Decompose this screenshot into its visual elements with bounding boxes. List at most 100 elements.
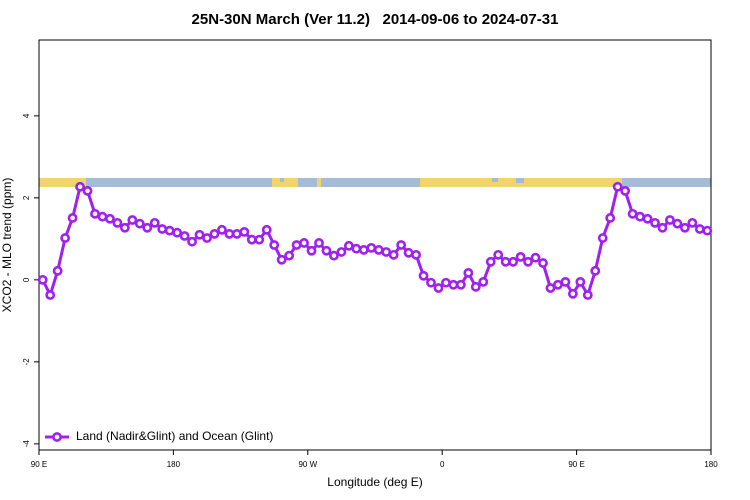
data-point <box>485 256 496 267</box>
ocean-strip <box>39 178 711 187</box>
data-point <box>635 211 645 222</box>
data-point <box>112 217 123 228</box>
data-point <box>97 211 108 222</box>
data-point <box>396 240 407 250</box>
data-point <box>142 222 153 233</box>
data-point <box>172 227 183 238</box>
x-tick-label: 90 E <box>568 460 584 469</box>
data-point <box>373 245 384 255</box>
data-point <box>418 270 429 281</box>
data-point <box>336 247 347 257</box>
legend-label: Land (Nadir&Glint) and Ocean (Glint) <box>76 429 273 443</box>
data-point <box>702 225 713 236</box>
data-point <box>82 185 93 196</box>
data-point <box>381 247 392 257</box>
ocean-strip <box>492 178 498 182</box>
data-point <box>127 215 138 225</box>
data-point <box>179 231 190 241</box>
data-point <box>545 283 556 293</box>
land-strip <box>272 178 298 187</box>
data-point <box>403 247 414 258</box>
data-point <box>269 240 280 250</box>
legend-marker <box>52 432 62 442</box>
data-point <box>470 281 481 292</box>
data-point <box>672 218 683 229</box>
data-point <box>500 256 511 267</box>
data-point <box>515 251 526 262</box>
data-point <box>694 224 705 234</box>
data-point <box>284 250 295 261</box>
data-point <box>612 181 623 192</box>
data-point <box>411 249 421 260</box>
data-point <box>433 283 444 293</box>
x-tick-label: 180 <box>704 460 718 469</box>
data-point <box>217 224 227 235</box>
data-point <box>67 213 78 223</box>
data-point <box>463 267 474 278</box>
data-point <box>246 234 257 245</box>
data-point <box>358 245 369 255</box>
data-point <box>441 277 451 288</box>
data-point <box>75 181 85 192</box>
chart-title: 25N-30N March (Ver 11.2) 2014-09-06 to 2… <box>192 11 559 28</box>
data-point <box>351 243 362 254</box>
y-tick-label: 4 <box>22 113 31 118</box>
y-tick-label: -2 <box>22 358 31 366</box>
data-point <box>261 224 272 235</box>
data-point <box>164 225 175 236</box>
x-tick-label: 0 <box>440 460 445 469</box>
plot-frame <box>38 39 712 451</box>
data-point <box>90 208 100 219</box>
data-point <box>388 249 399 260</box>
data-point <box>343 240 354 251</box>
data-point <box>575 276 586 287</box>
data-point <box>299 238 309 248</box>
data-point <box>314 238 324 248</box>
data-point <box>455 279 466 290</box>
y-tick-label: 2 <box>22 195 31 200</box>
y-tick-label: 0 <box>22 277 31 282</box>
x-tick-label: 90 W <box>298 460 317 469</box>
data-point <box>567 288 578 299</box>
data-point <box>582 290 593 300</box>
data-point <box>321 245 332 256</box>
x-axis-label: Longitude (deg E) <box>327 475 422 489</box>
x-tick-label: 180 <box>167 460 181 469</box>
data-point <box>687 217 698 228</box>
series-line <box>41 184 708 300</box>
data-point <box>239 226 250 237</box>
data-point <box>597 233 608 243</box>
data-point <box>620 185 631 196</box>
data-point <box>530 252 541 263</box>
data-point <box>329 250 339 261</box>
data-point <box>231 229 242 239</box>
y-axis-label: XCO2 - MLO trend (ppm) <box>0 178 14 313</box>
data-point <box>426 277 436 288</box>
data-point <box>202 233 212 243</box>
data-point <box>157 224 168 234</box>
data-point <box>60 233 71 243</box>
ocean-strip <box>280 178 284 182</box>
data-point <box>538 258 548 268</box>
data-point <box>194 229 205 240</box>
data-point <box>605 213 616 223</box>
data-point <box>590 265 601 276</box>
data-point <box>119 222 130 233</box>
data-point <box>366 242 377 253</box>
data-point <box>560 276 571 287</box>
data-point <box>52 265 63 276</box>
data-point <box>149 217 160 228</box>
data-point <box>187 236 197 247</box>
land-ocean-strip <box>39 178 711 187</box>
data-point <box>657 222 668 233</box>
data-point <box>493 249 504 260</box>
data-point <box>276 254 287 265</box>
data-point <box>508 256 519 267</box>
ocean-strip <box>516 178 524 183</box>
data-point <box>679 222 690 233</box>
data-point <box>134 218 145 229</box>
data-point <box>45 290 56 300</box>
data-point <box>254 234 265 245</box>
data-point <box>642 213 653 224</box>
